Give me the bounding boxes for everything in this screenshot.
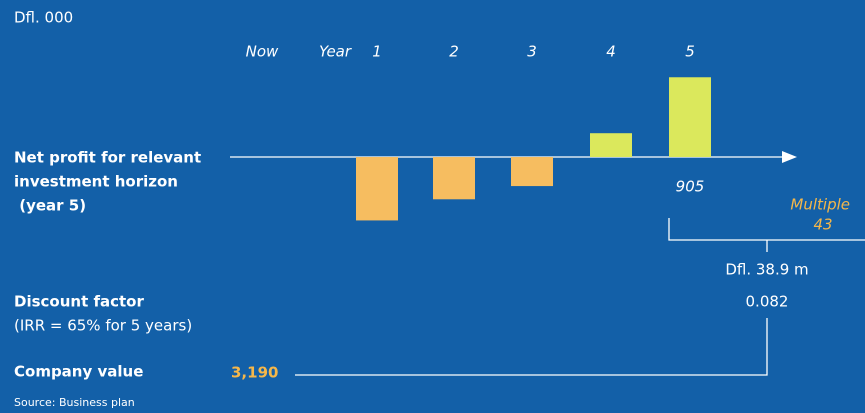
bar	[669, 77, 711, 157]
discount-label: Discount factor	[14, 293, 144, 311]
x-tick-label: 3	[527, 43, 537, 61]
header-label: Now	[246, 43, 279, 61]
bar	[433, 157, 475, 200]
header-label: Year	[319, 43, 352, 61]
row-label: Net profit for relevant	[14, 149, 201, 167]
x-tick-label: 1	[372, 43, 382, 61]
row-label: (year 5)	[14, 197, 86, 215]
multiple-value: 43	[813, 216, 832, 234]
x-tick-label: 5	[685, 43, 695, 61]
bar	[511, 157, 553, 187]
bar	[356, 157, 398, 221]
data-label: 905	[676, 178, 705, 196]
discount-factor: 0.082	[746, 293, 789, 311]
company-label: Company value	[14, 363, 143, 381]
connector	[295, 318, 768, 376]
bracket	[668, 218, 865, 241]
bar	[590, 133, 632, 157]
row-label: investment horizon	[14, 173, 178, 191]
x-tick-label: 2	[449, 43, 459, 61]
source: Source: Business plan	[14, 396, 135, 409]
company-value: 3,190	[231, 364, 278, 382]
unit-label: Dfl. 000	[14, 9, 73, 27]
x-tick-label: 4	[606, 43, 616, 61]
multiple-label: Multiple	[790, 196, 850, 214]
result-value: Dfl. 38.9 m	[725, 261, 808, 279]
axis-arrow	[782, 151, 797, 163]
discount-note: (IRR = 65% for 5 years)	[14, 317, 192, 335]
